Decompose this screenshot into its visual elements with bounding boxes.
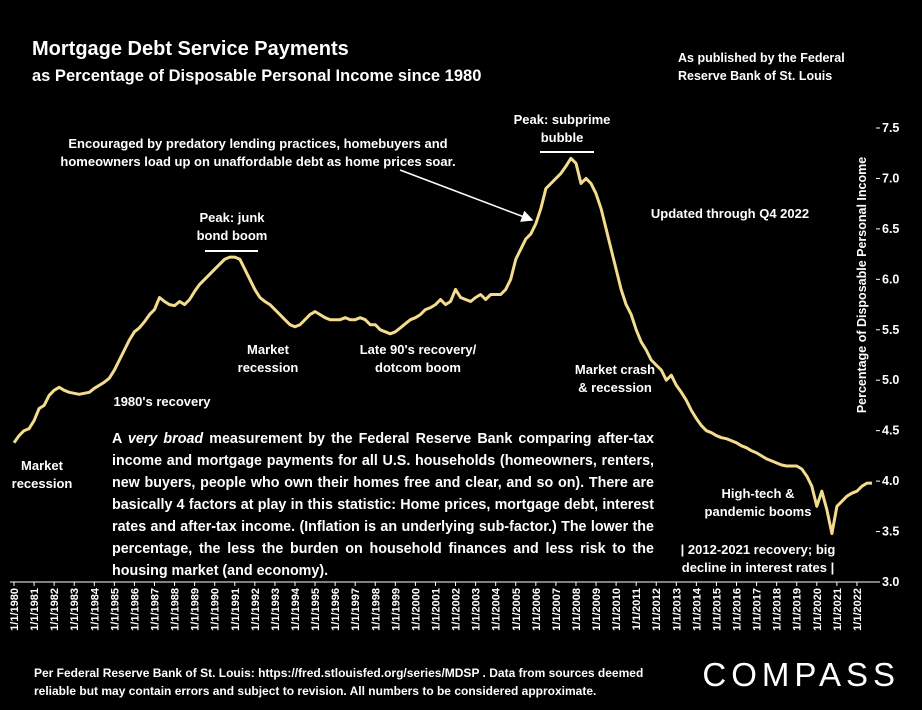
description: A very broad measurement by the Federal … xyxy=(112,428,654,582)
annotation: High-tech & xyxy=(722,486,795,501)
annotation: Market xyxy=(21,458,64,473)
publisher: As published by the Federal xyxy=(678,51,845,65)
y-tick-label: 4.5 xyxy=(882,424,899,438)
x-tick-label: 1/1/2002 xyxy=(451,588,463,631)
x-tick-label: 1/1/1988 xyxy=(170,588,182,631)
x-tick-label: 1/1/2001 xyxy=(430,588,442,631)
annotation: | 2012-2021 recovery; big xyxy=(681,542,836,557)
x-tick-label: 1/1/1980 xyxy=(9,588,21,631)
annotation: Market crash xyxy=(575,362,655,377)
x-tick-label: 1/1/2004 xyxy=(491,587,503,631)
data-line xyxy=(12,156,872,536)
x-tick-label: 1/1/2014 xyxy=(691,587,703,631)
chart-subtitle: as Percentage of Disposable Personal Inc… xyxy=(32,67,481,85)
description-text: A xyxy=(112,431,128,447)
x-tick-label: 1/1/2015 xyxy=(711,588,723,631)
x-tick-label: 1/1/1999 xyxy=(390,588,402,631)
x-tick-label: 1/1/2007 xyxy=(551,588,563,631)
x-tick-label: 1/1/1995 xyxy=(310,588,322,631)
y-tick-label: 5.5 xyxy=(882,323,899,337)
x-tick-label: 1/1/2018 xyxy=(772,588,784,631)
annotation: Late 90's recovery/ xyxy=(360,342,477,357)
x-tick-label: 1/1/2013 xyxy=(671,588,683,631)
x-tick-label: 1/1/1986 xyxy=(129,588,141,631)
y-tick-label: 6.5 xyxy=(882,222,899,236)
x-tick-label: 1/1/1982 xyxy=(49,588,61,631)
x-tick-label: 1/1/2020 xyxy=(812,588,824,631)
source: Per Federal Reserve Bank of St. Louis: h… xyxy=(34,664,643,700)
x-tick-label: 1/1/1997 xyxy=(350,588,362,631)
annotation: Market xyxy=(247,342,290,357)
y-tick-label: 7.5 xyxy=(882,121,899,135)
annotation: Peak: junk xyxy=(199,210,265,225)
chart-title: Mortgage Debt Service Payments xyxy=(32,38,349,60)
x-tick-label: 1/1/2010 xyxy=(611,588,623,631)
y-tick-label: 3.5 xyxy=(882,525,899,539)
x-tick-label: 1/1/1996 xyxy=(330,588,342,631)
y-tick-label: 7.0 xyxy=(882,171,899,185)
annotation: recession xyxy=(238,360,299,375)
description-emphasis: very broad xyxy=(127,431,204,447)
y-tick-label: 4.0 xyxy=(882,474,899,488)
annotation: decline in interest rates | xyxy=(682,560,834,575)
y-axis-label: Percentage of Disposable Personal Income xyxy=(855,157,869,413)
x-tick-label: 1/1/1998 xyxy=(370,588,382,631)
x-tick-label: 1/1/1994 xyxy=(290,587,302,631)
annotation: homeowners load up on unaffordable debt … xyxy=(60,154,455,169)
publisher: Reserve Bank of St. Louis xyxy=(678,69,832,83)
x-tick-label: 1/1/2011 xyxy=(631,588,643,630)
x-tick-label: 1/1/1985 xyxy=(109,588,121,631)
annotation: pandemic booms xyxy=(705,504,812,519)
x-tick-label: 1/1/1981 xyxy=(29,588,41,631)
annotation: bubble xyxy=(541,130,584,145)
x-tick-label: 1/1/1991 xyxy=(230,588,242,631)
x-tick-label: 1/1/1984 xyxy=(89,587,101,631)
annotation: & recession xyxy=(578,380,652,395)
x-tick-label: 1/1/2003 xyxy=(471,588,483,631)
annotation: dotcom boom xyxy=(375,360,461,375)
x-tick-label: 1/1/1989 xyxy=(190,588,202,631)
x-tick-label: 1/1/2016 xyxy=(732,588,744,631)
logo: COMPASS xyxy=(702,656,900,693)
x-tick-label: 1/1/2008 xyxy=(571,588,583,631)
annotation: bond boom xyxy=(197,228,268,243)
x-tick-label: 1/1/1993 xyxy=(270,588,282,631)
x-tick-label: 1/1/2000 xyxy=(410,588,422,631)
x-tick-label: 1/1/2012 xyxy=(651,588,663,631)
arrow xyxy=(399,169,534,222)
annotation: Encouraged by predatory lending practice… xyxy=(68,136,447,151)
y-tick-label: 5.0 xyxy=(882,373,899,387)
x-tick-label: 1/1/1992 xyxy=(250,588,262,631)
x-tick-label: 1/1/1990 xyxy=(210,588,222,631)
x-tick-label: 1/1/2022 xyxy=(852,588,864,631)
x-tick-label: 1/1/2006 xyxy=(531,588,543,631)
x-tick-label: 1/1/2017 xyxy=(752,588,764,631)
annotation: recession xyxy=(12,476,73,491)
x-tick-label: 1/1/2005 xyxy=(511,588,523,631)
x-tick-label: 1/1/1987 xyxy=(149,588,161,631)
x-tick-label: 1/1/1983 xyxy=(69,588,81,631)
annotation: Updated through Q4 2022 xyxy=(651,206,809,221)
source-line: Per Federal Reserve Bank of St. Louis: h… xyxy=(34,666,644,680)
x-tick-label: 1/1/2019 xyxy=(792,588,804,631)
x-tick-label: 1/1/2021 xyxy=(832,588,844,631)
annotation: 1980's recovery xyxy=(113,394,211,409)
description-text: measurement by the Federal Reserve Bank … xyxy=(112,431,654,579)
source-line: reliable but may contain errors and subj… xyxy=(34,684,597,698)
y-tick-label: 3.0 xyxy=(882,575,899,589)
annotation: Peak: subprime xyxy=(514,112,611,127)
x-tick-label: 1/1/2009 xyxy=(591,588,603,631)
y-tick-label: 6.0 xyxy=(882,272,899,286)
